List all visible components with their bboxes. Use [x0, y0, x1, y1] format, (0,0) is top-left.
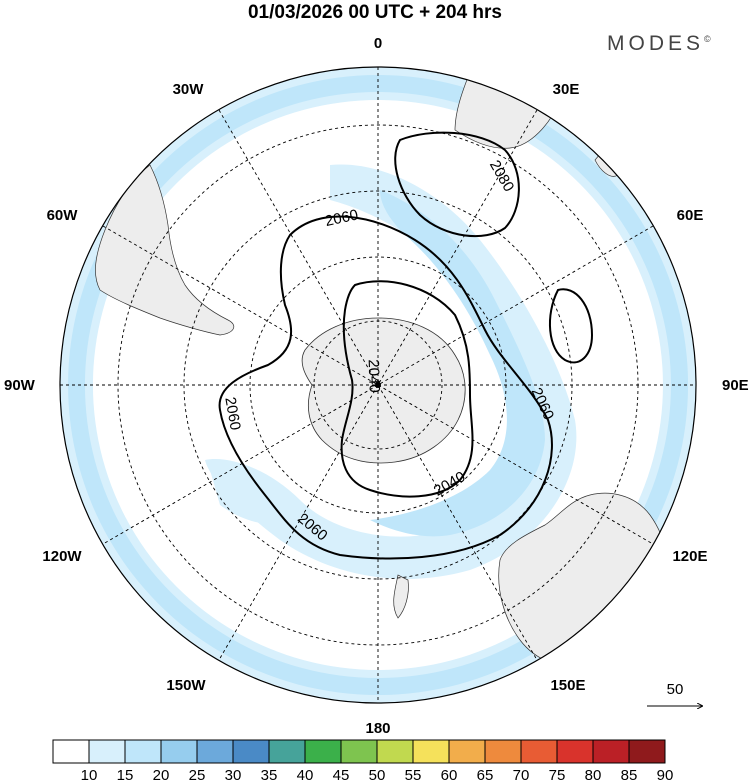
colorbar-swatch	[88, 739, 126, 764]
colorbar-swatch	[448, 739, 486, 764]
meridian-30e	[218, 109, 538, 661]
colorbar-tick-label: 55	[405, 767, 422, 782]
reference-vector: 50	[647, 681, 702, 706]
brand-logo: MODES©	[607, 32, 711, 56]
lon-label-120w: 120W	[42, 548, 82, 565]
colorbar-tick-label: 35	[261, 767, 278, 782]
colorbar-tick-label: 15	[117, 767, 134, 782]
colorbar-swatch	[592, 739, 630, 764]
colorbar-swatch	[196, 739, 234, 764]
colorbar-tick-label: 10	[81, 767, 98, 782]
graticule	[60, 67, 696, 703]
reference-vector-label: 50	[667, 681, 684, 698]
colorbar-tick-label: 30	[225, 767, 242, 782]
colorbar-tick-label: 70	[513, 767, 530, 782]
colorbar: 10 15 20 25 30 35 40 45 50 55 60 65 70 75 80 85 90	[52, 739, 674, 782]
wind-band-jet-strong	[370, 190, 545, 537]
colorbar-tick-label: 80	[585, 767, 602, 782]
colorbar-swatch	[232, 739, 270, 764]
colorbar-swatch	[520, 739, 558, 764]
colorbar-tick-label: 40	[297, 767, 314, 782]
colorbar-tick-label: 25	[189, 767, 206, 782]
contour-label-2060-b: 2060	[221, 396, 244, 432]
contour-2040	[340, 280, 474, 498]
lon-label-30w: 30W	[173, 81, 205, 98]
contour-label-2060-a: 2060	[324, 206, 360, 230]
contour-2060-east	[548, 288, 594, 364]
lon-label-150w: 150W	[166, 677, 206, 694]
colorbar-tick-label: 20	[153, 767, 170, 782]
colorbar-swatch	[628, 739, 666, 764]
meridian-60	[102, 225, 654, 545]
lon-label-150e: 150E	[550, 677, 585, 694]
brand-mark: ©	[704, 34, 711, 44]
wind-band-sw	[210, 470, 290, 525]
colorbar-tick-label: 50	[369, 767, 386, 782]
land-new-zealand	[393, 574, 409, 619]
colorbar-swatch	[340, 739, 378, 764]
land-antarctica	[301, 317, 466, 464]
colorbar-swatch	[376, 739, 414, 764]
map-boundary	[59, 66, 697, 704]
colorbar-tick-label: 90	[657, 767, 674, 782]
colorbar-tick-label: 65	[477, 767, 494, 782]
brand-name: MODES	[607, 32, 705, 55]
map-title: 01/03/2026 00 UTC + 204 hrs	[247, 2, 503, 23]
contour-2060-main	[218, 215, 553, 560]
colorbar-swatch	[124, 739, 162, 764]
colorbar-swatch	[268, 739, 306, 764]
colorbar-swatch	[304, 739, 342, 764]
colorbar-swatch	[412, 739, 450, 764]
colorbar-swatch	[52, 739, 90, 764]
lon-label-90e: 90E	[722, 377, 749, 394]
lon-label-30e: 30E	[553, 81, 580, 98]
south-pole-marker	[375, 382, 381, 388]
lon-label-180: 180	[365, 720, 390, 737]
lon-label-60e: 60E	[677, 207, 704, 224]
land-south-america	[95, 164, 235, 336]
wind-band-jet	[205, 164, 577, 579]
meridian-30	[218, 109, 538, 661]
contour-label-2040-a: 2040	[365, 359, 383, 393]
colorbar-tick-label: 75	[549, 767, 566, 782]
colorbar-tick-label: 85	[621, 767, 638, 782]
geopotential-contours	[218, 131, 594, 560]
contour-2080	[394, 131, 520, 238]
lon-label-0: 0	[374, 35, 382, 52]
lon-label-90w: 90W	[4, 377, 36, 394]
longitude-labels: 0 30E 60E 90E 120E 150E 180 150W 120W 90…	[4, 35, 749, 737]
colorbar-swatch	[556, 739, 594, 764]
colorbar-tick-label: 45	[333, 767, 350, 782]
lon-label-60w: 60W	[47, 207, 79, 224]
lon-label-120e: 120E	[672, 548, 707, 565]
colorbar-swatch	[484, 739, 522, 764]
colorbar-swatch	[160, 739, 198, 764]
meridian-60e	[102, 225, 654, 545]
colorbar-tick-label: 60	[441, 767, 458, 782]
